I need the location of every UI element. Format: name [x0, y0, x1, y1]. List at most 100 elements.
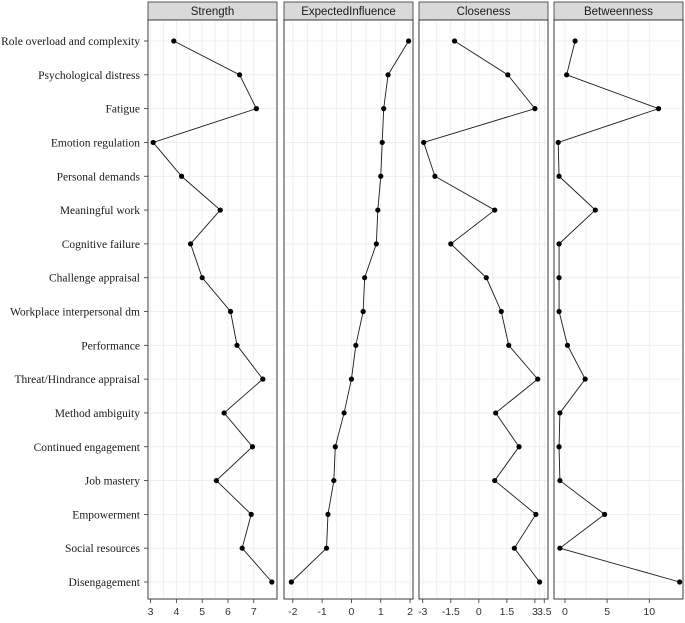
row-label: Disengagement [68, 577, 140, 589]
data-point [385, 72, 391, 78]
data-point [253, 106, 259, 112]
x-tick-label: -2 [288, 606, 297, 618]
row-label: Psychological distress [38, 70, 140, 82]
data-point [492, 477, 498, 484]
x-tick-label: 0 [562, 606, 568, 618]
data-point [178, 173, 185, 179]
panel-border [418, 19, 549, 600]
data-point [655, 106, 662, 112]
data-point [234, 342, 240, 348]
panel-title: ExpectedInfluence [301, 6, 396, 18]
data-point [483, 275, 489, 281]
data-point [556, 308, 562, 315]
data-point [556, 275, 562, 281]
data-point [217, 207, 223, 213]
data-point [492, 207, 498, 213]
data-point [557, 545, 563, 551]
data-point [362, 275, 368, 281]
data-point [341, 410, 347, 416]
data-point [506, 342, 512, 348]
data-point [381, 106, 387, 112]
data-point [556, 241, 562, 247]
data-point [557, 477, 563, 484]
row-label: Role overload and complexity [1, 36, 140, 48]
row-labels: Role overload and complexity Psychologica… [1, 36, 148, 589]
x-tick-label: 0 [349, 606, 355, 618]
x-tick-label: -1.5 [442, 606, 460, 618]
data-point [556, 444, 562, 450]
data-point [572, 38, 578, 44]
data-point [150, 139, 156, 146]
x-tick-label: -1 [317, 606, 326, 618]
data-point [221, 410, 227, 416]
data-point [323, 545, 330, 551]
data-point [536, 579, 543, 585]
data-point [331, 477, 337, 484]
x-tick-label: 3.5 [537, 606, 552, 618]
data-point [564, 72, 570, 78]
data-point [325, 511, 331, 517]
panel-background [283, 19, 414, 600]
data-point [375, 207, 381, 213]
data-point [353, 342, 359, 348]
data-point [533, 511, 539, 517]
row-label: Threat/Hindrance appraisal [15, 374, 140, 386]
x-tick-label: 4 [173, 606, 179, 618]
panel-closeness: Closeness -3 -1.5 0 1.5 3 3.5 [418, 1, 552, 618]
data-point [677, 579, 683, 585]
data-point [532, 106, 538, 112]
row-label: Personal demands [57, 171, 141, 183]
x-tick-label: 6 [225, 606, 231, 618]
data-point [493, 410, 499, 416]
panel-background [553, 19, 684, 600]
data-point [236, 72, 243, 78]
x-tick-label: 3 [148, 606, 154, 618]
data-point [556, 173, 562, 179]
data-point [360, 308, 366, 315]
data-point [557, 410, 563, 416]
row-label: Method ambiguity [55, 408, 141, 420]
row-label: Empowerment [72, 509, 141, 521]
panel-expectedinfluence: ExpectedInfluence -2 -1 0 1 2 [283, 1, 414, 618]
panel-title: Betweenness [584, 6, 653, 18]
panel-background [418, 19, 549, 600]
row-label: Social resources [65, 543, 141, 555]
data-point [171, 38, 177, 44]
panel-betweenness: Betweenness 0 5 10 [553, 1, 684, 618]
data-point [239, 545, 245, 551]
data-point [373, 241, 379, 247]
row-label: Workplace interpersonal dm [10, 307, 140, 319]
data-point [555, 139, 561, 146]
x-tick-label: 10 [643, 606, 655, 618]
panel-border [553, 19, 684, 600]
data-point [601, 511, 608, 517]
x-tick-label: 0 [476, 606, 482, 618]
data-point [448, 241, 454, 247]
data-point [332, 444, 338, 450]
row-label: Continued engagement [34, 442, 141, 454]
data-point [248, 511, 254, 517]
row-label: Fatigue [106, 104, 141, 116]
data-point [199, 275, 205, 281]
data-point [379, 139, 385, 146]
panel-title: Strength [191, 6, 234, 18]
panel-border [147, 19, 278, 600]
data-point [511, 545, 517, 551]
data-point [348, 376, 355, 382]
x-tick-label: 5 [604, 606, 610, 618]
x-tick-label: 1 [378, 606, 384, 618]
panel-border [283, 19, 414, 600]
row-label: Challenge appraisal [49, 273, 140, 285]
x-tick-label: 3 [532, 606, 538, 618]
data-point [582, 376, 588, 382]
data-point [451, 38, 458, 44]
data-point [269, 579, 275, 585]
data-point [516, 444, 522, 450]
data-point [260, 376, 266, 382]
x-tick-label: 1.5 [500, 606, 515, 618]
data-point [406, 38, 412, 44]
data-point [288, 579, 294, 585]
x-tick-label: -3 [418, 606, 427, 618]
data-point [187, 241, 194, 247]
